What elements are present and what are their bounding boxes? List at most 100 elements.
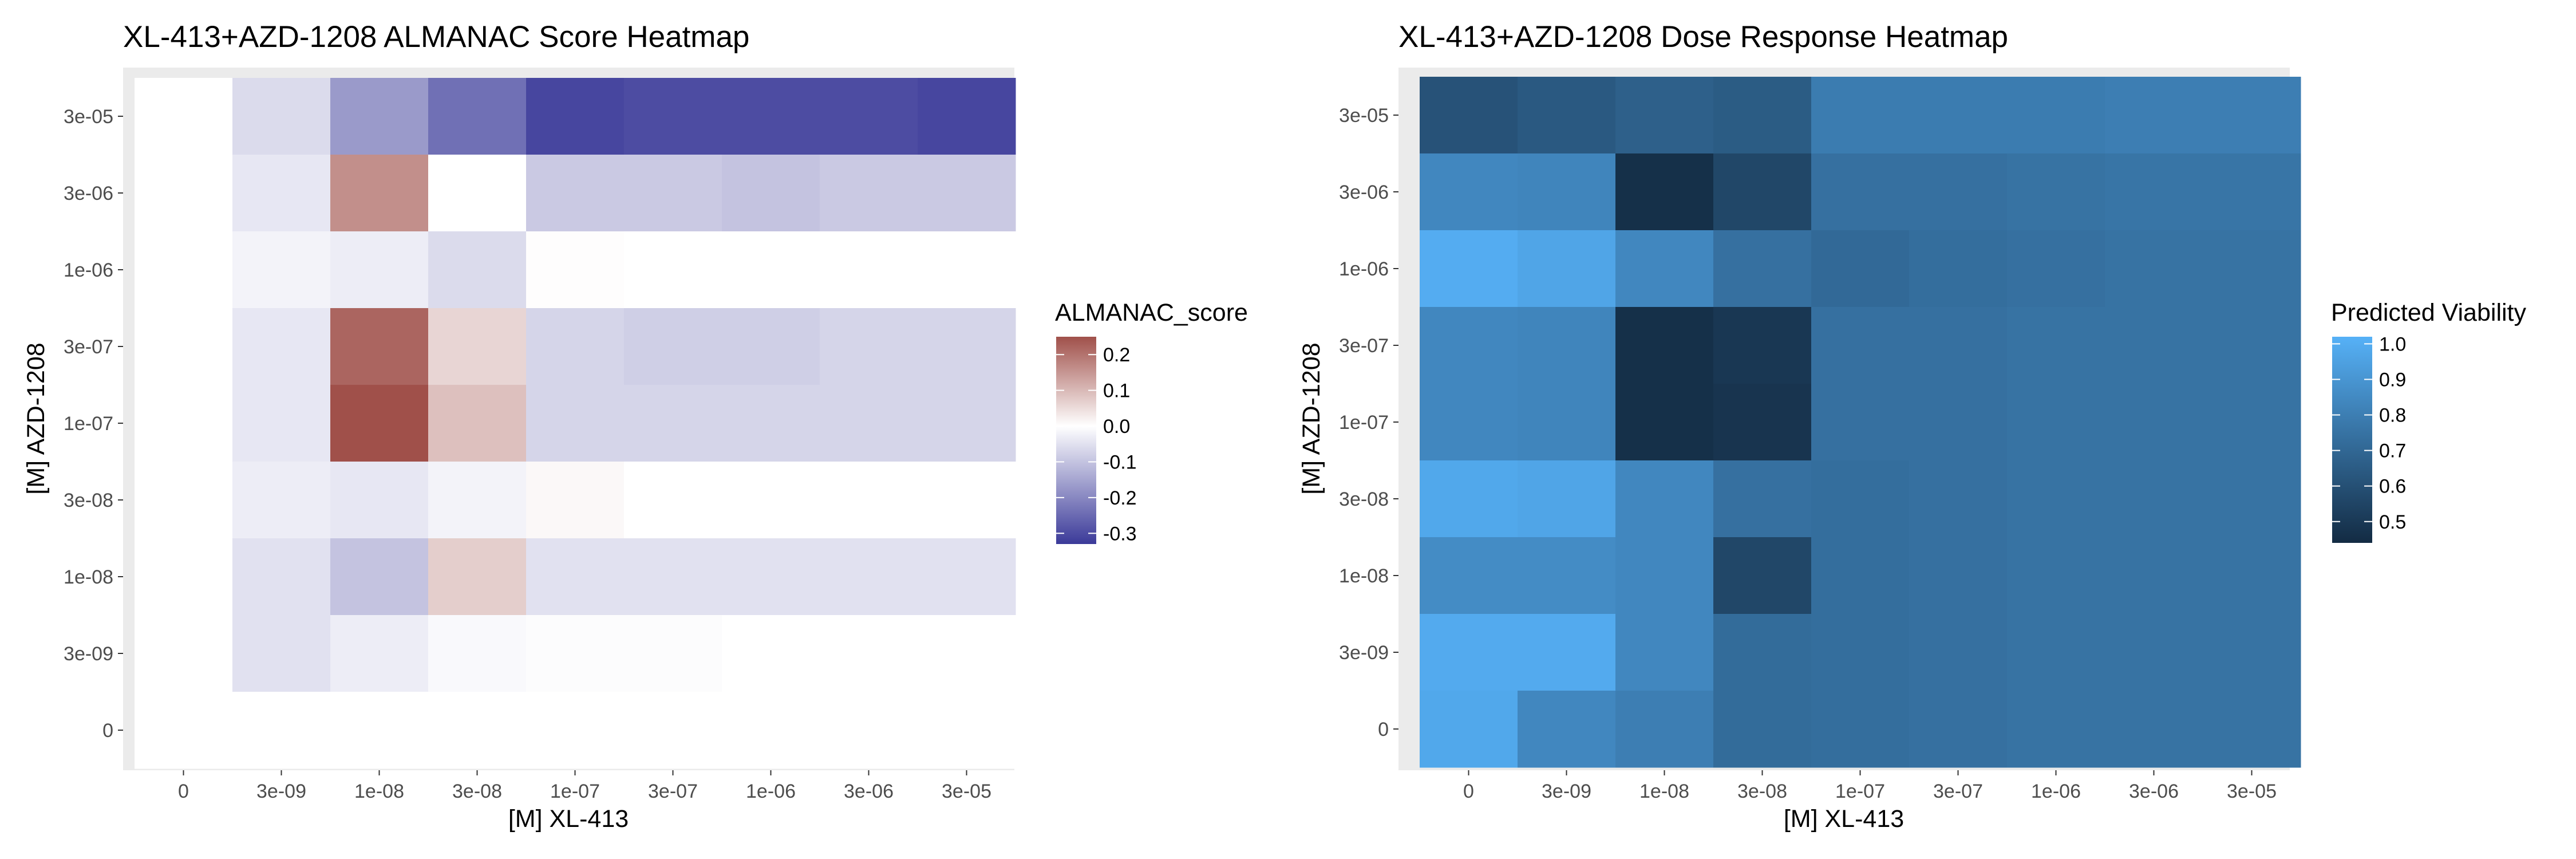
heatmap-cell (624, 308, 722, 385)
heatmap-cell (820, 231, 918, 309)
almanac-heatmap-panel: XL-413+AZD-1208 ALMANAC Score Heatmap 0 3… (22, 20, 1248, 833)
heatmap-cell (722, 231, 820, 309)
y-axis-title: [M] AZD-1208 (22, 342, 50, 494)
heatmap-cell (1420, 614, 1518, 691)
heatmap-cell (526, 231, 625, 309)
x-tick-label: 3e-05 (942, 781, 991, 802)
heatmap-cell (1909, 614, 2008, 691)
heatmap-cell (918, 385, 1016, 462)
y-tick-label: 1e-07 (1339, 412, 1389, 434)
heatmap-cell (1518, 537, 1616, 614)
heatmap-cell (1615, 614, 1714, 691)
heatmap-cell (1811, 384, 1910, 461)
legend-tick-label: -0.2 (1103, 487, 1137, 509)
heatmap-cell (428, 231, 527, 309)
heatmap-cell (330, 231, 429, 309)
heatmap-cell (820, 615, 918, 692)
heatmap-cell (2203, 307, 2301, 384)
heatmap-cell (1615, 77, 1714, 154)
heatmap-cell (135, 615, 233, 692)
heatmap-cell (624, 78, 722, 155)
x-tick-label: 1e-08 (1639, 781, 1689, 802)
heatmap-cell (1615, 384, 1714, 461)
heatmap-cell (1811, 691, 1910, 768)
heatmap-cell (1420, 307, 1518, 384)
x-tick-label: 3e-06 (2129, 781, 2179, 802)
heatmap-cell (624, 615, 722, 692)
y-tick-label: 3e-08 (64, 490, 113, 511)
y-tick-label: 1e-06 (64, 259, 113, 281)
heatmap-cell (1811, 307, 1910, 384)
dose-response-heatmap-panel: XL-413+AZD-1208 Dose Response Heatmap 0 3… (1298, 20, 2526, 833)
y-tick-label: 3e-07 (1339, 335, 1389, 357)
heatmap-cell (624, 692, 722, 769)
y-tick-label: 3e-05 (64, 106, 113, 128)
legend-colorbar (1056, 337, 1096, 544)
y-axis-ticks: 0 3e-09 1e-08 3e-08 1e-07 3e-07 1e-06 3e-06 3e-0… (64, 106, 123, 742)
heatmap-cells (1420, 77, 2301, 768)
heatmap-cell (918, 308, 1016, 385)
y-tick-label: 1e-08 (64, 566, 113, 588)
heatmap-cell (1518, 460, 1616, 538)
heatmap-cell (1615, 537, 1714, 614)
heatmap-cell (1811, 460, 1910, 538)
heatmap-cell (330, 308, 429, 385)
heatmap-cell (1713, 77, 1812, 154)
heatmap-cell (2105, 153, 2203, 231)
y-tick-label: 0 (102, 720, 113, 742)
x-tick-label: 1e-08 (354, 781, 404, 802)
heatmap-cell (1518, 77, 1616, 154)
heatmap-cell (1713, 691, 1812, 768)
heatmap-cell (1518, 307, 1616, 384)
heatmap-cell (330, 615, 429, 692)
heatmap-cell (232, 615, 331, 692)
heatmap-cell (918, 78, 1016, 155)
legend-tick-label: 0.9 (2379, 369, 2406, 391)
heatmap-cell (2007, 77, 2105, 154)
heatmap-cell (135, 692, 233, 769)
heatmap-cell (526, 615, 625, 692)
heatmap-cell (722, 385, 820, 462)
heatmap-cell (428, 385, 527, 462)
y-tick-label: 3e-07 (64, 336, 113, 358)
heatmap-cell (624, 462, 722, 539)
heatmap-cell (428, 78, 527, 155)
heatmap-cell (135, 385, 233, 462)
heatmap-cell (2105, 230, 2203, 308)
legend-title: Predicted Viability (2331, 299, 2526, 326)
heatmap-cell (135, 538, 233, 616)
x-axis-ticks: 0 3e-09 1e-08 3e-08 1e-07 3e-07 1e-06 3e-06 3e-0… (178, 770, 991, 802)
y-tick-label: 1e-06 (1339, 258, 1389, 280)
y-axis-ticks: 0 3e-09 1e-08 3e-08 1e-07 3e-07 1e-06 3e-06 3e-0… (1339, 105, 1398, 740)
heatmap-cell (1615, 460, 1714, 538)
heatmap-cell (135, 78, 233, 155)
heatmap-cell (2007, 384, 2105, 461)
heatmap-cell (1811, 77, 1910, 154)
x-axis-ticks: 0 3e-09 1e-08 3e-08 1e-07 3e-07 1e-06 3e-06 3e-0… (1463, 770, 2277, 802)
heatmap-cell (428, 538, 527, 616)
y-axis-title: [M] AZD-1208 (1298, 342, 1325, 494)
heatmap-cell (2007, 537, 2105, 614)
heatmap-cell (1615, 153, 1714, 231)
heatmap-cell (1811, 537, 1910, 614)
heatmap-cell (232, 538, 331, 616)
legend-tick-label: 0.0 (1103, 416, 1130, 438)
x-tick-label: 3e-05 (2227, 781, 2277, 802)
heatmap-cell (526, 155, 625, 232)
heatmap-cell (820, 538, 918, 616)
legend-colorbar (2332, 337, 2372, 543)
color-legend: Predicted Viability 1.0 0.9 0.8 0.7 0.6 0.5 (2331, 299, 2526, 543)
x-tick-label: 3e-06 (844, 781, 894, 802)
heatmap-cell (330, 385, 429, 462)
heatmap-cell (2203, 614, 2301, 691)
heatmap-cell (1518, 614, 1616, 691)
heatmap-cell (2007, 691, 2105, 768)
legend-ticks: 1.0 0.9 0.8 0.7 0.6 0.5 (2332, 333, 2406, 533)
x-tick-label: 3e-08 (1737, 781, 1787, 802)
heatmap-cell (135, 155, 233, 232)
heatmap-cell (526, 308, 625, 385)
y-tick-label: 3e-08 (1339, 488, 1389, 510)
x-tick-label: 1e-07 (1835, 781, 1885, 802)
heatmap-cell (1713, 614, 1812, 691)
